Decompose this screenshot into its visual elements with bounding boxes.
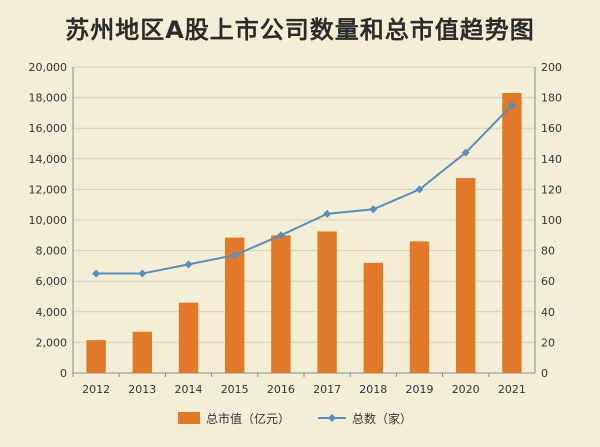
bar-market-value (132, 331, 153, 373)
line-point-company-count (323, 209, 332, 218)
y-left-tick-label: 4,000 (36, 306, 68, 319)
x-tick-label: 2020 (452, 383, 480, 396)
bar-market-value (224, 237, 245, 373)
y-left-tick-label: 10,000 (29, 214, 68, 227)
bar-market-value (409, 241, 430, 373)
bar-market-value (317, 231, 337, 373)
legend-label-company-count: 总数（家） (352, 411, 412, 426)
bar-market-value (502, 93, 522, 373)
line-point-company-count (461, 148, 470, 157)
bar-market-value (455, 177, 476, 373)
y-left-tick-label: 16,000 (29, 122, 68, 135)
line-point-company-count (230, 251, 239, 260)
y-right-tick-label: 20 (541, 336, 555, 349)
y-right-tick-label: 60 (541, 275, 555, 288)
y-left-tick-label: 8,000 (36, 245, 68, 258)
x-tick-label: 2013 (128, 383, 156, 396)
x-tick-label: 2019 (406, 383, 434, 396)
y-right-tick-label: 100 (541, 214, 562, 227)
line-point-company-count (369, 205, 378, 214)
y-left-tick-label: 0 (60, 367, 67, 380)
x-tick-label: 2015 (221, 383, 249, 396)
legend-label-market-value: 总市值（亿元） (206, 411, 290, 426)
y-right-tick-label: 40 (541, 306, 555, 319)
y-right-tick-label: 160 (541, 122, 562, 135)
x-tick-label: 2014 (175, 383, 203, 396)
x-tick-label: 2017 (313, 383, 341, 396)
y-right-tick-label: 200 (541, 61, 562, 74)
x-tick-label: 2016 (267, 383, 295, 396)
y-right-tick-label: 120 (541, 183, 562, 196)
bar-market-value (363, 262, 384, 373)
y-left-tick-label: 14,000 (29, 153, 68, 166)
line-point-company-count (415, 185, 424, 194)
y-left-tick-label: 20,000 (29, 61, 68, 74)
line-point-company-count (276, 231, 285, 240)
line-point-company-count (92, 269, 101, 278)
x-tick-label: 2018 (359, 383, 387, 396)
y-left-tick-label: 12,000 (29, 183, 68, 196)
line-point-company-count (184, 260, 193, 269)
y-left-tick-label: 18,000 (29, 92, 68, 105)
y-right-tick-label: 0 (541, 367, 548, 380)
y-left-tick-label: 6,000 (36, 275, 68, 288)
line-company-count (96, 104, 513, 275)
y-right-tick-label: 80 (541, 245, 555, 258)
line-point-company-count (507, 101, 516, 110)
y-left-tick-label: 2,000 (36, 336, 68, 349)
bar-market-value (86, 340, 106, 373)
chart-title: 苏州地区A股上市公司数量和总市值趋势图 (65, 16, 535, 44)
y-right-tick-label: 140 (541, 153, 562, 166)
x-tick-label: 2012 (82, 383, 110, 396)
x-tick-label: 2021 (498, 383, 526, 396)
bar-market-value (178, 302, 199, 373)
bar-market-value (271, 235, 291, 373)
legend-swatch-market-value (178, 412, 200, 424)
line-point-company-count (138, 269, 147, 278)
y-right-tick-label: 180 (541, 92, 562, 105)
legend-marker-company-count (328, 414, 336, 422)
